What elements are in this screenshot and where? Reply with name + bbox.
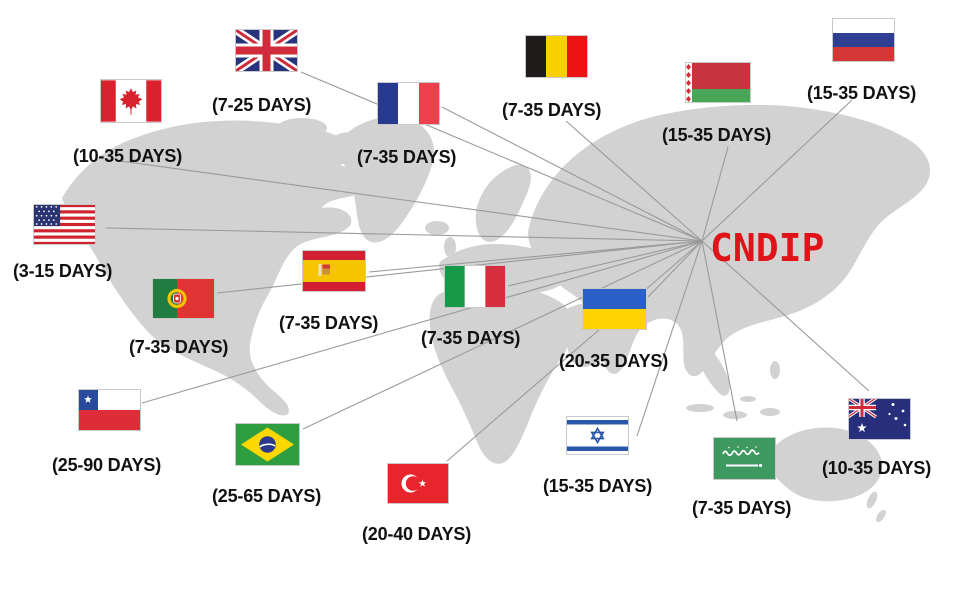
days-label: (7-35 DAYS) (421, 328, 521, 348)
days-label: (3-15 DAYS) (13, 261, 113, 281)
days-label: (15-35 DAYS) (543, 476, 652, 496)
ukraine-flag-icon (582, 288, 647, 330)
canada-flag-icon (100, 79, 162, 123)
days-label: (7-35 DAYS) (129, 337, 229, 357)
country-turkey: (20-40 DAYS) (362, 463, 471, 544)
australia-flag-icon (848, 398, 911, 440)
days-label: (25-65 DAYS) (212, 486, 321, 506)
belarus-flag-icon (685, 62, 751, 103)
line-uk (300, 71, 703, 242)
days-label: (15-35 DAYS) (662, 125, 771, 145)
country-russia: (15-35 DAYS) (807, 18, 916, 103)
days-label: (7-25 DAYS) (212, 95, 312, 115)
days-label: (20-35 DAYS) (559, 351, 668, 371)
line-spain (368, 240, 703, 273)
line-israel (636, 240, 703, 437)
country-france: (7-35 DAYS) (357, 82, 456, 167)
line-russia (701, 99, 853, 242)
line-belarus (701, 146, 729, 242)
usa-flag-icon (33, 204, 96, 245)
days-label: (10-35 DAYS) (822, 458, 931, 478)
turkey-flag-icon (387, 463, 449, 504)
united-kingdom-flag-icon (235, 29, 298, 72)
country-brazil: (25-65 DAYS) (212, 423, 321, 506)
country-australia: (10-35 DAYS) (822, 398, 931, 478)
hub-brand-label: CNDIP (710, 226, 825, 270)
brazil-flag-icon (235, 423, 300, 466)
russia-flag-icon (832, 18, 895, 62)
portugal-flag-icon (152, 278, 215, 319)
line-italy (507, 240, 703, 287)
israel-flag-icon (566, 416, 629, 455)
days-label: (10-35 DAYS) (73, 146, 182, 166)
country-italy: (7-35 DAYS) (421, 265, 520, 348)
country-belarus: (15-35 DAYS) (662, 62, 771, 145)
line-canada (119, 160, 703, 242)
chile-flag-icon (78, 389, 141, 431)
line-saudi (701, 240, 738, 422)
line-chile (141, 240, 703, 404)
country-saudi-arabia: (7-35 DAYS) (692, 437, 791, 518)
line-turkey (446, 240, 703, 462)
country-portugal: (7-35 DAYS) (129, 278, 228, 357)
country-israel: (15-35 DAYS) (543, 416, 652, 496)
days-label: (15-35 DAYS) (807, 83, 916, 103)
country-uk: (7-25 DAYS) (212, 29, 311, 115)
country-usa: (3-15 DAYS) (13, 204, 112, 281)
country-canada: (10-35 DAYS) (73, 79, 182, 166)
belgium-flag-icon (525, 35, 588, 78)
line-france (441, 106, 703, 242)
country-ukraine: (20-35 DAYS) (559, 288, 668, 371)
days-label: (7-35 DAYS) (502, 100, 602, 120)
days-label: (25-90 DAYS) (52, 455, 161, 475)
france-flag-icon (377, 82, 440, 125)
days-label: (7-35 DAYS) (279, 313, 379, 333)
line-brazil (302, 240, 703, 430)
line-usa (105, 227, 703, 242)
italy-flag-icon (444, 265, 506, 308)
line-belgium (565, 120, 703, 242)
country-spain: (7-35 DAYS) (279, 250, 378, 333)
spain-flag-icon (302, 250, 366, 292)
days-label: (7-35 DAYS) (692, 498, 792, 518)
country-chile: (25-90 DAYS) (52, 389, 161, 475)
line-australia (701, 240, 870, 392)
days-label: (7-35 DAYS) (357, 147, 457, 167)
days-label: (20-40 DAYS) (362, 524, 471, 544)
saudi-arabia-flag-icon (713, 437, 776, 480)
country-belgium: (7-35 DAYS) (502, 35, 601, 120)
line-ukraine (647, 240, 703, 298)
